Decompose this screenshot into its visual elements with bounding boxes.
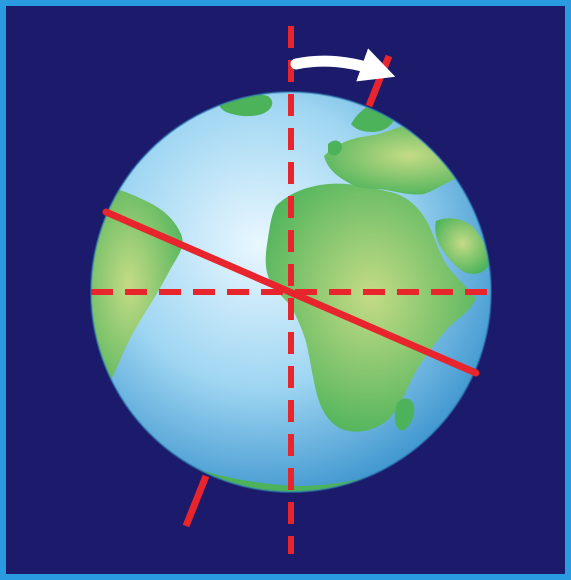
landmass-british-isles xyxy=(328,140,342,156)
tilted-axis-south xyxy=(182,474,210,528)
curved-arrow-icon xyxy=(290,48,396,82)
earth-tilt-diagram xyxy=(90,26,496,554)
tilted-equator-line xyxy=(102,208,480,377)
landmass-africa xyxy=(265,183,476,432)
landmass-arabia xyxy=(435,218,490,274)
landmass-madagascar xyxy=(394,398,415,431)
landmass-south-america xyxy=(91,185,183,406)
earth-globe-icon xyxy=(90,91,492,493)
